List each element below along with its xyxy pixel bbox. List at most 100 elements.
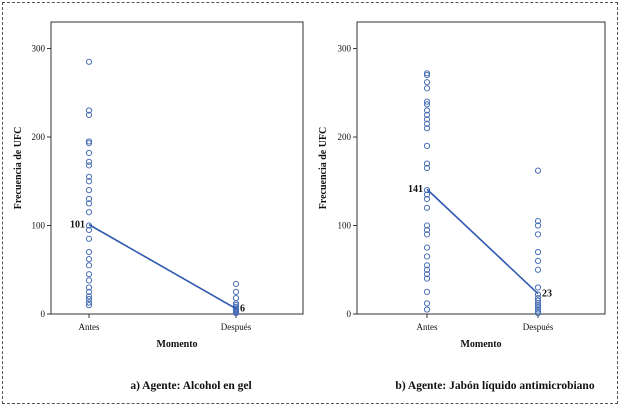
- data-point: [423, 111, 431, 119]
- data-point: [232, 280, 240, 288]
- data-point: [423, 266, 431, 273]
- y-tick-label: 100: [32, 221, 46, 231]
- data-point: [423, 275, 431, 282]
- data-point: [423, 231, 431, 238]
- data-point: [534, 306, 542, 313]
- data-point: [85, 299, 93, 306]
- data-point: [85, 277, 93, 284]
- y-axis-label: Frecuencia de UFC: [318, 127, 329, 210]
- data-point: [534, 300, 542, 307]
- mean-line: [426, 188, 539, 295]
- data-point: [423, 306, 431, 313]
- data-point: [85, 235, 93, 242]
- data-point: [85, 158, 93, 165]
- data-point: [85, 256, 93, 263]
- data-point: [423, 79, 431, 86]
- data-point: [534, 284, 542, 291]
- x-tick-label: Después: [221, 322, 252, 332]
- data-point: [85, 195, 93, 203]
- y-tick-label: 300: [338, 44, 352, 54]
- data-point: [534, 302, 542, 309]
- plot-area: [356, 21, 606, 315]
- data-point: [423, 160, 431, 167]
- data-point: [423, 244, 431, 251]
- y-tick-label: 0: [41, 309, 46, 319]
- chart-panel-b: 0 100 200 300 Antes Después Momento Frecuencia …: [318, 21, 606, 392]
- data-point: [85, 178, 93, 185]
- data-point: [423, 191, 431, 198]
- data-point: [85, 149, 93, 157]
- data-point: [534, 266, 542, 273]
- data-point: [534, 167, 542, 174]
- data-point: [423, 125, 431, 132]
- data-point: [423, 195, 431, 203]
- data-point: [85, 187, 93, 194]
- y-tick-label: 200: [338, 132, 352, 142]
- data-point: [534, 297, 542, 304]
- data-point: [534, 308, 542, 315]
- data-point: [85, 248, 93, 256]
- data-point: [423, 116, 431, 123]
- data-point: [534, 291, 542, 298]
- data-point: [423, 101, 431, 108]
- data-point: [534, 257, 542, 265]
- plot-area: [50, 21, 304, 315]
- data-point: [423, 85, 431, 92]
- data-point: [423, 71, 431, 79]
- figure-frame: 0 100 200 300 Antes Después Momento Frecuencia …: [2, 2, 618, 404]
- data-point: [85, 284, 93, 291]
- data-point: [534, 222, 542, 229]
- data-point: [85, 288, 93, 295]
- x-tick-label: Antes: [417, 322, 438, 332]
- y-tick-label: 0: [347, 309, 352, 319]
- data-point: [534, 248, 542, 256]
- data-point: [423, 120, 431, 127]
- data-point: [85, 262, 93, 269]
- data-point: [423, 288, 431, 295]
- data-point: [423, 226, 431, 234]
- data-point: [423, 300, 431, 307]
- data-point: [232, 288, 240, 295]
- mean-value-label: 141: [408, 184, 423, 195]
- data-point: [423, 187, 431, 194]
- y-tick-label: 300: [32, 44, 46, 54]
- charts-canvas: 0 100 200 300 Antes Después Momento Frecuencia …: [13, 21, 606, 392]
- data-point: [423, 107, 431, 114]
- data-point: [423, 142, 431, 149]
- data-point: [423, 70, 431, 77]
- y-axis-label: Frecuencia de UFC: [13, 127, 24, 210]
- chart-caption: a) Agente: Alcohol en gel: [130, 380, 251, 392]
- data-point: [85, 111, 93, 119]
- data-point: [534, 303, 542, 311]
- chart-caption: b) Agente: Jabón líquido antimicrobiano: [395, 380, 594, 392]
- data-point: [85, 173, 93, 180]
- mean-value-label: 23: [542, 289, 552, 300]
- data-point: [85, 302, 93, 309]
- y-tick-label: 100: [338, 221, 352, 231]
- data-point: [85, 271, 93, 278]
- data-point: [232, 310, 240, 317]
- data-point: [85, 107, 93, 114]
- mean-value-label: 101: [70, 220, 85, 231]
- data-point: [85, 162, 93, 169]
- data-point: [423, 222, 431, 229]
- data-point: [85, 293, 93, 300]
- data-point: [423, 262, 431, 269]
- data-point: [534, 231, 542, 238]
- x-axis-label: Momento: [460, 339, 501, 350]
- data-point: [423, 164, 431, 172]
- y-tick-label: 200: [32, 132, 46, 142]
- data-point: [534, 310, 542, 317]
- x-tick-label: Antes: [79, 322, 100, 332]
- data-point: [85, 295, 93, 303]
- data-point: [85, 140, 93, 147]
- mean-line: [88, 223, 237, 310]
- x-tick-label: Después: [523, 322, 554, 332]
- data-point: [85, 58, 93, 65]
- data-point: [423, 271, 431, 278]
- data-point: [534, 217, 542, 225]
- data-point: [85, 226, 93, 234]
- data-point: [423, 204, 431, 211]
- data-point: [85, 209, 93, 216]
- data-point: [85, 138, 93, 145]
